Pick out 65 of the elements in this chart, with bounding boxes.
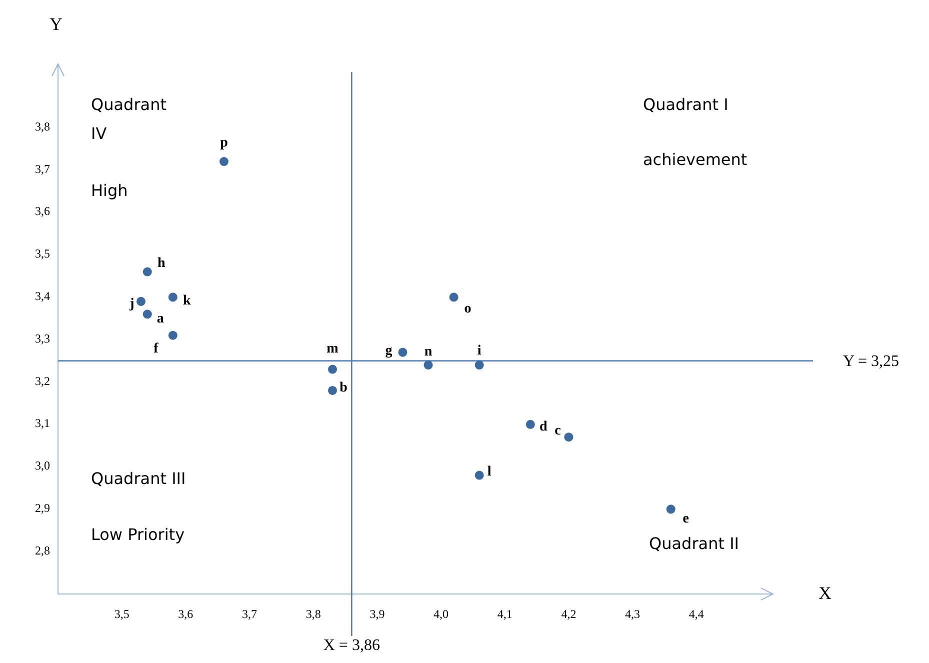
annotation: e	[682, 511, 689, 526]
point	[526, 420, 535, 429]
ref-line-label: Y = 3,25	[843, 352, 899, 370]
annotation: c	[554, 423, 561, 438]
annotation: b	[340, 380, 348, 396]
annotation: l	[487, 464, 492, 480]
x-tick-label: 4,0	[434, 607, 449, 621]
point	[168, 292, 178, 302]
y-tick-label: 3,4	[35, 288, 50, 303]
y-tick-label: 3,3	[35, 331, 50, 346]
y-tick-label: 3,0	[35, 458, 50, 473]
annotation: p	[220, 136, 228, 151]
annotation: Quadrant II	[649, 534, 740, 553]
point	[564, 432, 574, 442]
point	[219, 157, 228, 166]
annotation: n	[424, 344, 432, 360]
point	[474, 360, 484, 370]
annotation: Quadrant	[91, 95, 166, 114]
x-tick-label: 3,9	[370, 607, 385, 621]
point	[136, 296, 146, 306]
annotation: f	[154, 342, 159, 357]
y-tick-label: 3,6	[35, 204, 50, 218]
annotation: j	[128, 296, 134, 312]
annotation: i	[477, 343, 482, 358]
x-tick-label: 3,5	[114, 607, 130, 621]
annotation: a	[156, 311, 164, 326]
annotation: Quadrant I	[643, 95, 728, 114]
y-tick-label: 3,7	[35, 162, 50, 176]
point	[398, 348, 408, 357]
point	[474, 470, 484, 480]
annotation: Quadrant III	[91, 469, 186, 488]
annotation: h	[157, 256, 166, 271]
x-axis-title: X	[818, 583, 832, 603]
x-tick-label: 3,6	[178, 607, 194, 621]
y-tick-label: 2,8	[35, 543, 50, 558]
x-tick-label: 3,8	[306, 607, 321, 621]
annotation: IV	[91, 124, 107, 143]
annotation: d	[540, 420, 548, 435]
point	[142, 310, 152, 319]
annotation: Low Priority	[91, 525, 185, 544]
annotation: g	[385, 344, 392, 359]
x-tick-label: 4,2	[561, 607, 576, 621]
x-tick-label: 4,1	[497, 607, 512, 621]
y-tick-label: 3,1	[35, 416, 50, 430]
x-tick-label: 4,4	[688, 607, 704, 621]
annotation: High	[91, 181, 128, 200]
x-tick-label: 4,3	[625, 607, 640, 621]
y-axis-title: Y	[50, 14, 62, 34]
y-tick-label: 2,9	[35, 500, 50, 515]
point	[328, 364, 338, 374]
annotation: m	[326, 342, 339, 356]
annotation: k	[183, 293, 192, 308]
y-tick-label: 3,5	[35, 246, 50, 261]
point	[168, 330, 178, 340]
point	[424, 360, 433, 370]
point	[328, 386, 338, 395]
ref-line-label: X = 3,86	[323, 637, 380, 654]
point	[142, 267, 152, 276]
annotation: achievement	[643, 150, 748, 169]
y-tick-label: 3,8	[35, 119, 50, 134]
point	[449, 292, 458, 302]
x-tick-label: 3,7	[242, 607, 258, 621]
annotation: o	[464, 301, 472, 316]
y-tick-label: 3,2	[35, 374, 50, 388]
point	[666, 504, 676, 514]
